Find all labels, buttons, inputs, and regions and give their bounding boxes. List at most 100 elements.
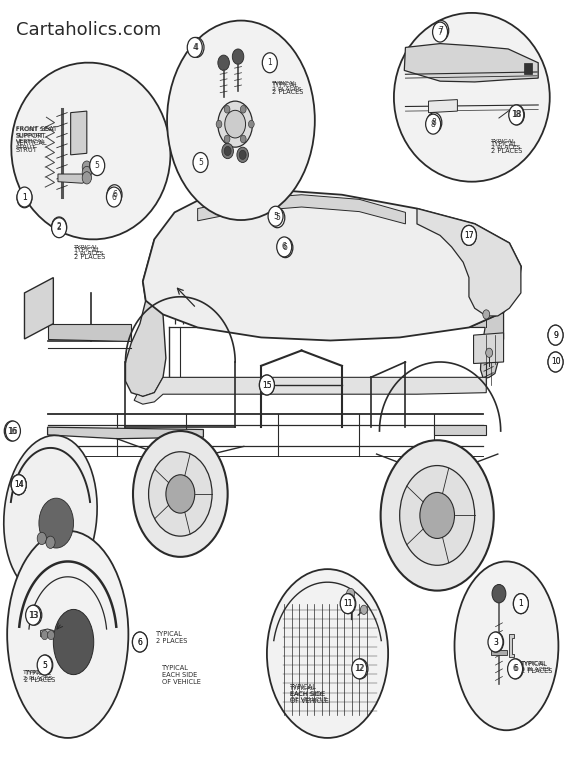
Text: 4: 4 — [193, 43, 197, 52]
Circle shape — [224, 105, 230, 113]
Circle shape — [189, 38, 204, 58]
Circle shape — [52, 218, 67, 238]
Circle shape — [107, 185, 122, 205]
Text: TYPICAL
EACH SIDE
OF VEHICLE: TYPICAL EACH SIDE OF VEHICLE — [290, 685, 329, 705]
Circle shape — [351, 659, 367, 679]
Text: 14: 14 — [14, 480, 24, 489]
Text: 1: 1 — [519, 599, 523, 608]
Text: TYPICAL
EACH SIDE
OF VEHICLE: TYPICAL EACH SIDE OF VEHICLE — [290, 686, 327, 702]
Text: 14: 14 — [14, 480, 24, 489]
Circle shape — [5, 421, 20, 441]
Text: 5: 5 — [43, 661, 48, 670]
Polygon shape — [143, 189, 521, 340]
Text: 16: 16 — [8, 427, 18, 436]
Circle shape — [462, 226, 476, 246]
Text: 7: 7 — [438, 28, 443, 37]
Text: FRONT SEAT
SUPPORT
VERTICAL
STRUT: FRONT SEAT SUPPORT VERTICAL STRUT — [16, 126, 57, 152]
Circle shape — [17, 188, 32, 208]
Circle shape — [216, 120, 222, 128]
Ellipse shape — [11, 62, 171, 239]
Circle shape — [262, 53, 277, 72]
Circle shape — [268, 206, 283, 226]
Text: 12: 12 — [356, 665, 365, 674]
Text: 6: 6 — [112, 190, 117, 199]
Text: 10: 10 — [550, 357, 560, 367]
Circle shape — [41, 631, 48, 640]
Circle shape — [488, 632, 503, 652]
Polygon shape — [24, 278, 53, 339]
Circle shape — [240, 105, 246, 113]
Text: TYPICAL
2 PLACES: TYPICAL 2 PLACES — [521, 661, 552, 675]
Circle shape — [27, 605, 42, 625]
Text: 13: 13 — [28, 611, 38, 620]
Polygon shape — [473, 333, 503, 363]
Circle shape — [248, 120, 254, 128]
Polygon shape — [58, 170, 91, 183]
Text: 5: 5 — [273, 212, 278, 221]
Text: TYPICAL
2 PLACES: TYPICAL 2 PLACES — [491, 141, 522, 154]
Circle shape — [400, 466, 474, 565]
Circle shape — [434, 21, 449, 41]
Text: 5: 5 — [198, 158, 203, 167]
Circle shape — [82, 161, 92, 173]
Polygon shape — [434, 425, 486, 435]
Polygon shape — [509, 634, 514, 658]
Circle shape — [239, 150, 246, 159]
Circle shape — [187, 38, 202, 58]
Text: TYPICAL
2 PLACES: TYPICAL 2 PLACES — [491, 139, 520, 150]
Text: 5: 5 — [275, 213, 280, 223]
Text: 6: 6 — [283, 243, 288, 252]
Circle shape — [37, 655, 52, 675]
Ellipse shape — [455, 561, 559, 730]
Text: TYPICAL
2 PLACES: TYPICAL 2 PLACES — [74, 246, 103, 256]
Circle shape — [380, 440, 494, 591]
Text: TYPICAL
EACH SIDE
OF VEHICLE: TYPICAL EACH SIDE OF VEHICLE — [162, 665, 201, 685]
Circle shape — [509, 105, 524, 125]
Text: 6: 6 — [282, 243, 287, 251]
Text: 17: 17 — [464, 231, 474, 240]
Polygon shape — [169, 377, 261, 393]
Circle shape — [222, 143, 233, 159]
Polygon shape — [404, 44, 538, 82]
Circle shape — [90, 156, 105, 176]
Polygon shape — [524, 63, 532, 73]
Polygon shape — [48, 323, 131, 340]
Circle shape — [340, 594, 355, 614]
Circle shape — [433, 22, 448, 42]
Polygon shape — [41, 629, 53, 637]
Polygon shape — [48, 427, 204, 439]
Circle shape — [237, 147, 248, 162]
Text: 10: 10 — [550, 357, 560, 367]
Text: TYPICAL
2 PLACES: TYPICAL 2 PLACES — [521, 661, 550, 672]
Text: 4: 4 — [194, 43, 199, 52]
Circle shape — [38, 655, 53, 675]
Circle shape — [11, 475, 26, 494]
Circle shape — [278, 238, 293, 258]
Ellipse shape — [4, 435, 97, 595]
Text: 6: 6 — [137, 638, 142, 647]
Circle shape — [492, 584, 506, 603]
Text: Cartaholics.com: Cartaholics.com — [16, 21, 161, 38]
Circle shape — [132, 632, 147, 652]
Circle shape — [166, 475, 195, 513]
Circle shape — [4, 421, 19, 441]
Circle shape — [270, 208, 285, 228]
Circle shape — [225, 110, 245, 138]
Circle shape — [11, 475, 26, 494]
Text: 9: 9 — [553, 330, 558, 340]
Circle shape — [513, 594, 528, 614]
Circle shape — [508, 659, 523, 679]
Ellipse shape — [167, 21, 315, 220]
Text: 3: 3 — [493, 638, 498, 647]
Polygon shape — [71, 111, 87, 155]
Text: 6: 6 — [137, 638, 142, 647]
Text: 13: 13 — [30, 611, 39, 620]
Text: 11: 11 — [343, 599, 353, 608]
Polygon shape — [491, 650, 507, 655]
Text: TYPICAL
2 PLACES: TYPICAL 2 PLACES — [74, 247, 105, 260]
Text: 11: 11 — [343, 599, 353, 608]
Text: TYPICAL
2 PLACES: TYPICAL 2 PLACES — [156, 631, 187, 644]
Circle shape — [548, 352, 563, 372]
Circle shape — [52, 217, 67, 237]
Circle shape — [107, 187, 121, 207]
